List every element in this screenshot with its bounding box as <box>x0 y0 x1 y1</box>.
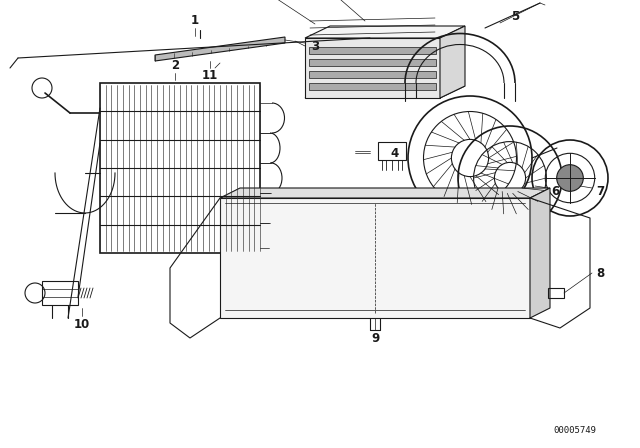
Circle shape <box>557 165 583 191</box>
Polygon shape <box>220 188 550 198</box>
Polygon shape <box>440 26 465 98</box>
Text: 10: 10 <box>74 318 90 331</box>
Text: 11: 11 <box>202 69 218 82</box>
Text: 6: 6 <box>551 185 559 198</box>
Text: 5: 5 <box>511 9 519 22</box>
Text: 4: 4 <box>391 146 399 159</box>
Bar <box>309 47 436 54</box>
Polygon shape <box>220 198 530 318</box>
Bar <box>378 142 406 160</box>
Polygon shape <box>305 86 465 98</box>
Polygon shape <box>530 188 550 318</box>
Bar <box>100 83 260 253</box>
Text: 1: 1 <box>191 13 199 26</box>
Text: 3: 3 <box>311 39 319 52</box>
Polygon shape <box>305 26 465 38</box>
Polygon shape <box>305 38 440 98</box>
Text: 7: 7 <box>596 185 604 198</box>
Polygon shape <box>155 37 285 61</box>
Bar <box>309 71 436 78</box>
Bar <box>309 83 436 90</box>
Text: 8: 8 <box>596 267 604 280</box>
Text: 00005749: 00005749 <box>554 426 596 435</box>
Bar <box>42 281 78 305</box>
Text: 2: 2 <box>171 59 179 72</box>
Text: 9: 9 <box>371 332 379 345</box>
Bar <box>548 288 564 298</box>
Bar <box>309 59 436 66</box>
